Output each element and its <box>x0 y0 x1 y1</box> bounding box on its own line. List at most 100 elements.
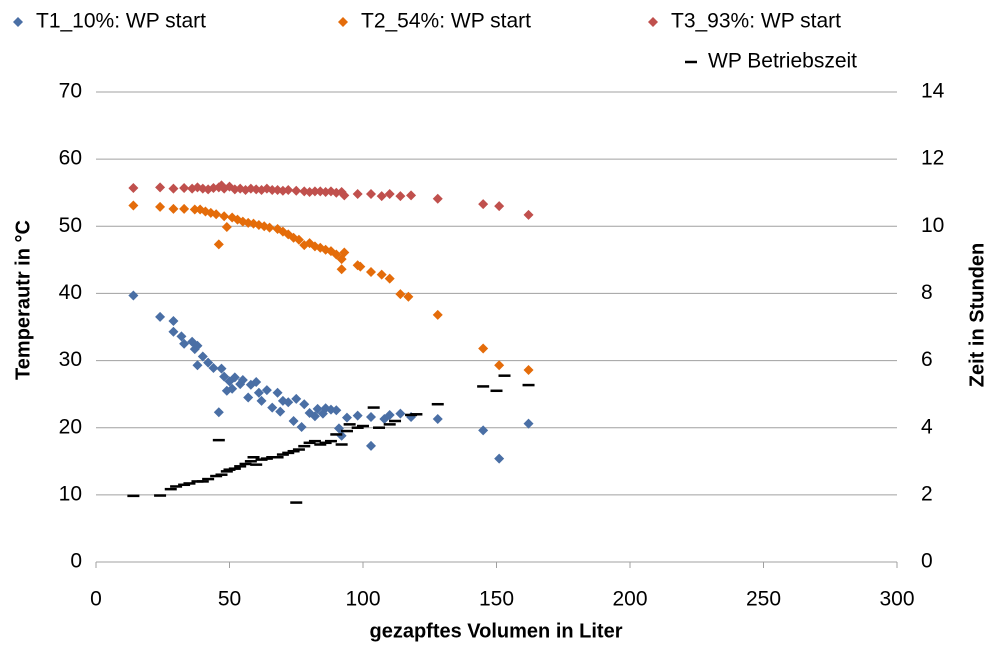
data-point <box>494 453 505 464</box>
data-point <box>283 397 294 408</box>
data-point <box>176 331 187 342</box>
data-point <box>216 363 227 374</box>
legend-marker <box>338 17 348 27</box>
data-point <box>253 387 264 398</box>
data-point <box>339 247 350 258</box>
y2-tick-label: 8 <box>921 281 933 304</box>
data-point <box>208 362 219 373</box>
x-tick-label: 300 <box>879 588 914 611</box>
data-point <box>283 185 294 196</box>
data-point <box>243 392 254 403</box>
y2-tick-label: 14 <box>921 80 945 103</box>
data-point <box>494 360 505 371</box>
data-point <box>366 266 377 277</box>
data-point <box>291 393 302 404</box>
data-point <box>384 273 395 284</box>
data-point <box>366 189 377 200</box>
data-point <box>197 351 208 362</box>
data-point <box>395 289 406 300</box>
data-point <box>267 402 278 413</box>
data-point <box>478 425 489 436</box>
data-point <box>523 418 534 429</box>
data-point <box>189 204 200 215</box>
data-point <box>352 189 363 200</box>
legend-marker <box>13 17 23 27</box>
y2-tick-label: 4 <box>921 415 933 438</box>
data-point <box>261 385 272 396</box>
grid <box>96 91 897 563</box>
data-point <box>366 440 377 451</box>
data-point <box>219 211 230 222</box>
y-tick-label: 60 <box>59 147 82 170</box>
y-tick-label: 20 <box>59 415 82 438</box>
data-point <box>155 201 166 212</box>
y2-tick-label: 0 <box>921 550 933 573</box>
data-point <box>403 291 414 302</box>
y-tick-label: 70 <box>59 80 82 103</box>
data-point <box>432 193 443 204</box>
y-axis-title: Temperautr in °C <box>12 220 34 380</box>
x-tick-label: 200 <box>612 588 647 611</box>
series <box>128 180 534 220</box>
data-point <box>395 191 406 202</box>
data-point <box>309 186 320 197</box>
data-point <box>296 422 307 433</box>
data-point <box>406 190 417 201</box>
data-point <box>168 326 179 337</box>
legend-label: T1_10%: WP start <box>36 10 206 33</box>
data-point <box>219 371 230 382</box>
data-point <box>272 387 283 398</box>
x-axis-title: gezapftes Volumen in Liter <box>370 620 623 642</box>
data-point <box>384 189 395 200</box>
x-tick-label: 100 <box>345 588 380 611</box>
data-point <box>341 412 352 423</box>
x-tick-label: 0 <box>90 588 102 611</box>
series <box>127 374 535 504</box>
data-point <box>336 264 347 275</box>
series <box>128 290 534 464</box>
data-point <box>128 290 139 301</box>
legend-marker <box>648 17 658 27</box>
data-point <box>478 343 489 354</box>
data-point <box>213 407 224 418</box>
data-point <box>494 201 505 212</box>
y-tick-label: 30 <box>59 348 82 371</box>
data-point <box>336 254 347 265</box>
data-point <box>192 340 203 351</box>
data-point <box>179 183 190 194</box>
y2-axis-title: Zeit in Stunden <box>966 243 988 387</box>
data-point <box>376 269 387 280</box>
data-point <box>312 403 323 414</box>
data-point <box>221 221 232 232</box>
y-tick-label: 0 <box>70 550 82 573</box>
data-point <box>203 357 214 368</box>
x-tick-label: 250 <box>746 588 781 611</box>
data-point <box>355 261 366 272</box>
data-point <box>179 338 190 349</box>
data-point <box>291 185 302 196</box>
data-point <box>478 199 489 210</box>
y-tick-label: 40 <box>59 281 82 304</box>
data-point <box>432 309 443 320</box>
y2-tick-label: 12 <box>921 147 944 170</box>
x-tick-label: 150 <box>479 588 514 611</box>
data-point <box>352 410 363 421</box>
y2-tick-label: 10 <box>921 214 944 237</box>
data-point <box>299 399 310 410</box>
data-point <box>229 372 240 383</box>
y2-tick-label: 6 <box>921 348 933 371</box>
data-point <box>395 408 406 419</box>
data-point <box>168 315 179 326</box>
data-point <box>384 409 395 420</box>
y-tick-label: 10 <box>59 482 82 505</box>
data-point <box>331 405 342 416</box>
data-point <box>275 406 286 417</box>
data-point <box>168 203 179 214</box>
legend: T1_10%: WP start T2_54%: WP start T3_93%: … <box>13 10 857 73</box>
data-point <box>213 239 224 250</box>
data-point <box>309 411 320 422</box>
data-point <box>251 377 262 388</box>
legend-label: WP Betriebszeit <box>708 50 857 73</box>
